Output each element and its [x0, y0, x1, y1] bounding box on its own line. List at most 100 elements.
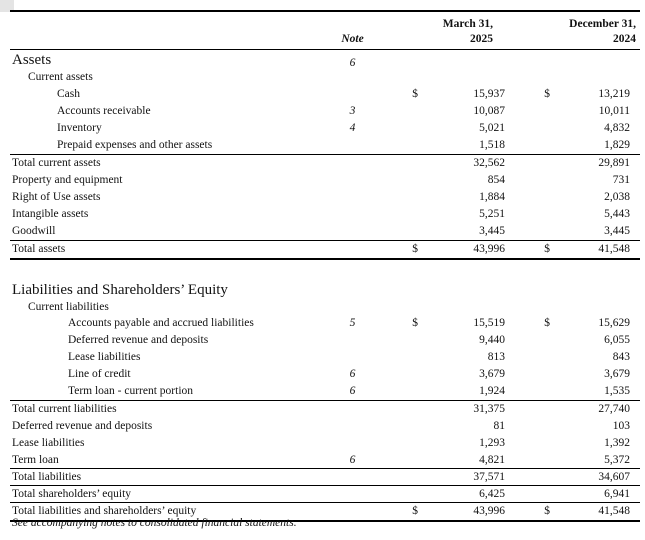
- empty-cell: [330, 223, 375, 241]
- column-header-period1-line1: March 31,: [418, 10, 505, 30]
- total-shareholders-equity-value-2025: 6,425: [418, 485, 505, 503]
- total-liabilities-equity-dollar-2: $: [505, 502, 550, 522]
- section-heading-assets: Assets: [12, 52, 52, 69]
- prepaid-label: Prepaid expenses and other assets: [57, 139, 213, 152]
- empty-cell: [375, 103, 418, 120]
- empty-cell: [375, 468, 418, 486]
- row-lease-liabilities-current: Lease liabilities 813 843: [10, 349, 640, 366]
- cash-note: [330, 86, 375, 103]
- total-assets-dollar-1: $: [375, 240, 418, 260]
- table-header-row-2: Note 2025 2024: [10, 30, 640, 50]
- right-of-use-label: Right of Use assets: [12, 191, 101, 204]
- goodwill-value-2025: 3,445: [479, 225, 505, 238]
- row-right-of-use-assets: Right of Use assets 1,884 2,038: [10, 189, 640, 206]
- term-loan-label: Term loan: [12, 453, 59, 466]
- inventory-note: 4: [349, 122, 356, 135]
- total-assets-dollar-2: $: [505, 240, 550, 260]
- total-assets-value-2025: 43,996: [418, 240, 505, 260]
- empty-cell: [550, 280, 640, 299]
- empty-cell: [505, 435, 550, 452]
- row-deferred-revenue-current: Deferred revenue and deposits 9,440 6,05…: [10, 332, 640, 349]
- column-header-period2-line2: 2024: [550, 30, 640, 50]
- total-shareholders-equity-value-2024: 6,941: [550, 485, 640, 503]
- empty-cell: [330, 189, 375, 206]
- row-total-current-liabilities: Total current liabilities 31,375 27,740: [10, 400, 640, 418]
- empty-cell: [330, 69, 375, 86]
- empty-cell: [505, 154, 550, 172]
- total-current-liabilities-value-2024: 27,740: [550, 400, 640, 418]
- term-loan-current-value-2024: 1,535: [604, 385, 630, 398]
- empty-cell: [375, 206, 418, 223]
- empty-cell: [505, 452, 550, 469]
- deferred-revenue-current-value-2025: 9,440: [479, 334, 505, 347]
- row-total-shareholders-equity: Total shareholders’ equity 6,425 6,941: [10, 485, 640, 503]
- scan-artifact: [0, 0, 14, 12]
- total-current-assets-value-2025: 32,562: [418, 154, 505, 172]
- inventory-value-2025: 5,021: [479, 122, 505, 135]
- total-liabilities-equity-label: Total liabilities and shareholders’ equi…: [10, 502, 330, 522]
- inventory-value-2024: 4,832: [604, 122, 630, 135]
- table-header-row-1: March 31, December 31,: [10, 10, 640, 30]
- total-current-assets-label: Total current assets: [10, 154, 330, 172]
- header-d2-spacer: [505, 30, 550, 50]
- deferred-revenue-noncurrent-label: Deferred revenue and deposits: [12, 420, 153, 433]
- column-header-period2-line1: December 31,: [550, 10, 640, 30]
- empty-cell: [375, 154, 418, 172]
- row-deferred-revenue-noncurrent: Deferred revenue and deposits 81 103: [10, 418, 640, 435]
- line-of-credit-label: Line of credit: [68, 368, 131, 381]
- empty-cell: [330, 400, 375, 418]
- empty-cell: [375, 485, 418, 503]
- column-header-note: Note: [330, 30, 375, 50]
- header-label-spacer: [10, 10, 330, 30]
- row-intangible-assets: Intangible assets 5,251 5,443: [10, 206, 640, 223]
- row-total-assets: Total assets $ 43,996 $ 41,548: [10, 240, 640, 260]
- empty-cell: [505, 485, 550, 503]
- empty-cell: [375, 435, 418, 452]
- row-inventory: Inventory 4 5,021 4,832: [10, 120, 640, 137]
- prepaid-value-2025: 1,518: [479, 139, 505, 152]
- goodwill-value-2024: 3,445: [604, 225, 630, 238]
- row-term-loan: Term loan 6 4,821 5,372: [10, 452, 640, 469]
- empty-cell: [505, 69, 550, 86]
- empty-cell: [375, 400, 418, 418]
- empty-cell: [330, 468, 375, 486]
- total-current-assets-value-2024: 29,891: [550, 154, 640, 172]
- empty-cell: [330, 435, 375, 452]
- empty-cell: [505, 418, 550, 435]
- empty-cell: [418, 50, 505, 70]
- intangible-assets-label: Intangible assets: [12, 208, 89, 221]
- deferred-revenue-noncurrent-value-2025: 81: [493, 420, 506, 433]
- row-accounts-payable: Accounts payable and accrued liabilities…: [10, 315, 640, 332]
- section-spacer: [10, 259, 640, 280]
- section-row-assets: Assets 6: [10, 50, 640, 70]
- header-label-spacer: [10, 30, 330, 50]
- deferred-revenue-current-label: Deferred revenue and deposits: [68, 334, 209, 347]
- goodwill-label: Goodwill: [12, 225, 56, 238]
- accounts-payable-dollar-1: $: [412, 317, 418, 330]
- accounts-payable-note: 5: [349, 317, 356, 330]
- empty-cell: [505, 280, 550, 299]
- term-loan-note: 6: [349, 453, 356, 466]
- row-property-equipment: Property and equipment 854 731: [10, 172, 640, 189]
- empty-cell: [375, 69, 418, 86]
- empty-cell: [505, 103, 550, 120]
- property-equipment-value-2025: 854: [487, 174, 505, 187]
- empty-cell: [505, 172, 550, 189]
- right-of-use-value-2025: 1,884: [479, 191, 505, 204]
- lease-liabilities-noncurrent-label: Lease liabilities: [12, 437, 85, 450]
- empty-cell: [375, 332, 418, 349]
- inventory-label: Inventory: [57, 122, 102, 135]
- empty-cell: [375, 50, 418, 70]
- empty-cell: [505, 383, 550, 401]
- accounts-receivable-label: Accounts receivable: [57, 105, 151, 118]
- accounts-payable-label: Accounts payable and accrued liabilities: [68, 317, 254, 330]
- total-shareholders-equity-label: Total shareholders’ equity: [10, 485, 330, 503]
- term-loan-current-label: Term loan - current portion: [68, 385, 194, 398]
- total-liabilities-equity-value-2024: 41,548: [550, 502, 640, 522]
- empty-cell: [330, 137, 375, 155]
- accounts-payable-value-2025: 15,519: [473, 317, 505, 330]
- accounts-payable-value-2024: 15,629: [598, 317, 630, 330]
- line-of-credit-note: 6: [349, 368, 356, 381]
- term-loan-current-note: 6: [349, 385, 356, 398]
